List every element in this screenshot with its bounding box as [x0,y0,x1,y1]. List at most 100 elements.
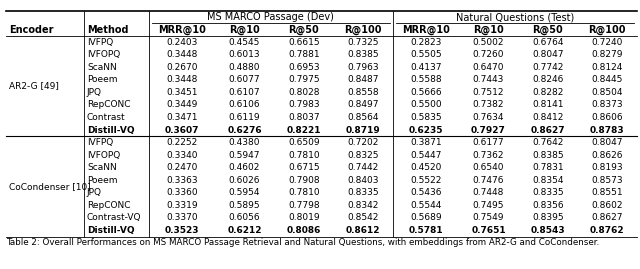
Text: 0.7325: 0.7325 [348,38,379,47]
Text: 0.8246: 0.8246 [532,75,563,84]
Text: 0.7798: 0.7798 [288,201,319,210]
Text: 0.5835: 0.5835 [410,113,442,122]
Text: 0.4137: 0.4137 [410,63,442,72]
Text: 0.5689: 0.5689 [410,213,442,222]
Text: Method: Method [87,24,129,35]
Text: 0.6276: 0.6276 [227,126,262,134]
Text: Natural Questions (Test): Natural Questions (Test) [456,12,574,22]
Text: 0.8783: 0.8783 [590,126,625,134]
Text: 0.5781: 0.5781 [408,226,443,235]
Text: 0.7642: 0.7642 [532,138,563,147]
Text: 0.7908: 0.7908 [288,176,319,185]
Text: 0.7260: 0.7260 [473,50,504,59]
Text: 0.7963: 0.7963 [348,63,379,72]
Text: 0.7240: 0.7240 [591,38,623,47]
Text: 0.6119: 0.6119 [228,113,260,122]
Text: 0.8762: 0.8762 [590,226,625,235]
Text: 0.7810: 0.7810 [288,188,319,197]
Text: 0.2470: 0.2470 [166,163,198,172]
Text: 0.4602: 0.4602 [229,163,260,172]
Text: 0.7512: 0.7512 [473,88,504,97]
Text: 0.5954: 0.5954 [228,188,260,197]
Text: R@10: R@10 [473,24,504,35]
Text: 0.7476: 0.7476 [473,176,504,185]
Text: 0.3471: 0.3471 [166,113,198,122]
Text: 0.8335: 0.8335 [348,188,379,197]
Text: 0.7442: 0.7442 [348,163,379,172]
Text: 0.8551: 0.8551 [591,188,623,197]
Text: 0.8497: 0.8497 [348,100,379,109]
Text: AR2-G [49]: AR2-G [49] [9,82,59,91]
Text: R@10: R@10 [229,24,260,35]
Text: 0.6715: 0.6715 [288,163,319,172]
Text: 0.8543: 0.8543 [531,226,565,235]
Text: 0.8385: 0.8385 [348,50,379,59]
Text: 0.2823: 0.2823 [410,38,442,47]
Text: 0.6509: 0.6509 [288,138,319,147]
Text: 0.8627: 0.8627 [531,126,565,134]
Text: 0.8086: 0.8086 [287,226,321,235]
Text: 0.8037: 0.8037 [288,113,319,122]
Text: 0.3448: 0.3448 [166,50,198,59]
Text: 0.8504: 0.8504 [591,88,623,97]
Text: 0.7651: 0.7651 [471,226,506,235]
Text: 0.7742: 0.7742 [532,63,563,72]
Text: RepCONC: RepCONC [87,100,131,109]
Text: 0.3451: 0.3451 [166,88,198,97]
Text: Contrast: Contrast [87,113,125,122]
Text: 0.6470: 0.6470 [473,63,504,72]
Text: 0.6026: 0.6026 [228,176,260,185]
Text: Table 2: Overall Performances on MS MARCO Passage Retrieval and Natural Question: Table 2: Overall Performances on MS MARC… [6,238,600,247]
Text: IVFOPQ: IVFOPQ [87,50,120,59]
Text: 0.8282: 0.8282 [532,88,563,97]
Text: MRR@10: MRR@10 [158,24,205,35]
Text: ScaNN: ScaNN [87,63,116,72]
Text: 0.8412: 0.8412 [532,113,563,122]
Text: 0.8403: 0.8403 [348,176,379,185]
Text: 0.8354: 0.8354 [532,176,564,185]
Text: ScaNN: ScaNN [87,163,116,172]
Text: 0.7810: 0.7810 [288,151,319,160]
Text: 0.8019: 0.8019 [288,213,319,222]
Text: Contrast-VQ: Contrast-VQ [87,213,141,222]
Text: 0.8279: 0.8279 [591,50,623,59]
Text: 0.6212: 0.6212 [227,226,262,235]
Text: 0.8719: 0.8719 [346,126,381,134]
Text: 0.8193: 0.8193 [591,163,623,172]
Text: 0.7382: 0.7382 [473,100,504,109]
Text: 0.8487: 0.8487 [348,75,379,84]
Text: 0.3448: 0.3448 [166,75,198,84]
Text: 0.8028: 0.8028 [288,88,319,97]
Text: 0.8385: 0.8385 [532,151,564,160]
Text: 0.3607: 0.3607 [164,126,199,134]
Text: 0.4545: 0.4545 [229,38,260,47]
Text: Distill-VQ: Distill-VQ [87,226,134,235]
Text: 0.8047: 0.8047 [532,50,564,59]
Text: 0.8627: 0.8627 [591,213,623,222]
Text: 0.7831: 0.7831 [532,163,564,172]
Text: 0.6013: 0.6013 [228,50,260,59]
Text: 0.8373: 0.8373 [591,100,623,109]
Text: 0.5666: 0.5666 [410,88,442,97]
Text: 0.8047: 0.8047 [591,138,623,147]
Text: 0.3370: 0.3370 [166,213,198,222]
Text: 0.4520: 0.4520 [410,163,442,172]
Text: 0.7443: 0.7443 [473,75,504,84]
Text: 0.2252: 0.2252 [166,138,197,147]
Text: 0.6177: 0.6177 [473,138,504,147]
Text: 0.7634: 0.7634 [473,113,504,122]
Text: 0.3523: 0.3523 [164,226,199,235]
Text: 0.8335: 0.8335 [532,188,564,197]
Text: 0.2403: 0.2403 [166,38,198,47]
Text: 0.7448: 0.7448 [473,188,504,197]
Text: 0.2670: 0.2670 [166,63,198,72]
Text: 0.8141: 0.8141 [532,100,564,109]
Text: 0.3871: 0.3871 [410,138,442,147]
Text: 0.6077: 0.6077 [228,75,260,84]
Text: 0.7983: 0.7983 [288,100,319,109]
Text: 0.6106: 0.6106 [228,100,260,109]
Text: 0.3340: 0.3340 [166,151,198,160]
Text: 0.6107: 0.6107 [228,88,260,97]
Text: 0.4880: 0.4880 [228,63,260,72]
Text: Poeem: Poeem [87,75,117,84]
